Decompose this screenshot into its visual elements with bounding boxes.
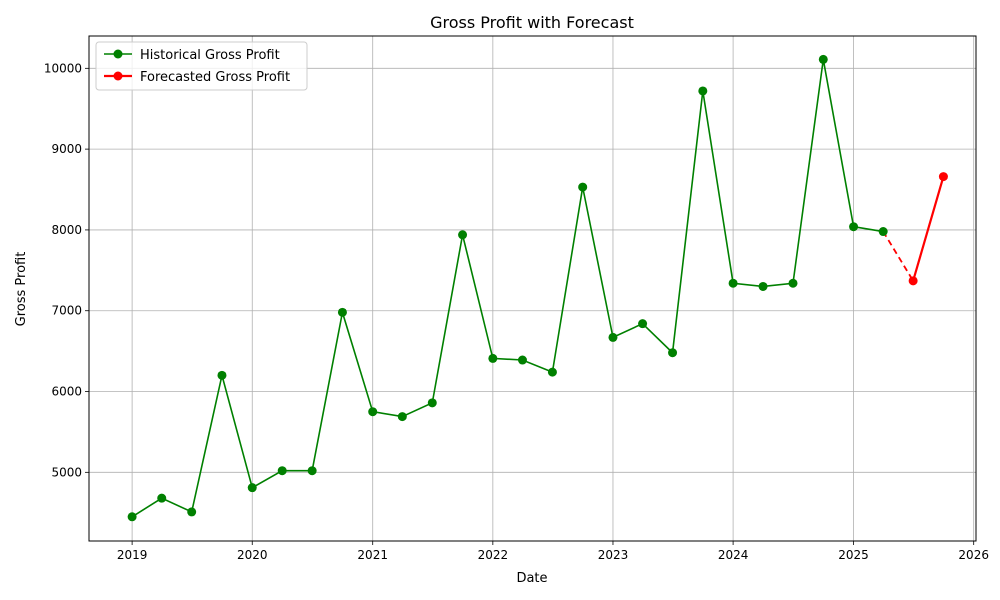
series-layer: [127, 54, 948, 522]
legend: Historical Gross Profit Forecasted Gross…: [95, 41, 308, 91]
x-tick-label: 2026: [958, 548, 989, 562]
data-point-historical: [788, 278, 798, 288]
data-point-forecast: [908, 276, 918, 286]
y-tick-label: 8000: [51, 223, 82, 237]
data-point-historical: [307, 466, 317, 476]
x-tick-label: 2025: [838, 548, 869, 562]
legend-box: [95, 41, 308, 91]
series-line-forecast: [912, 176, 945, 282]
data-point-historical: [608, 332, 618, 342]
data-point-historical: [517, 355, 527, 365]
data-point-historical: [698, 86, 708, 96]
x-tick-label: 2024: [718, 548, 749, 562]
x-tick-label: 2020: [237, 548, 268, 562]
data-point-historical: [547, 367, 557, 377]
data-point-historical: [458, 230, 468, 240]
x-tick-label: 2021: [357, 548, 388, 562]
y-axis-label: Gross Profit: [14, 252, 29, 327]
legend-label-historical: Historical Gross Profit: [140, 48, 280, 63]
y-tick-label: 10000: [44, 61, 82, 75]
data-point-historical: [397, 412, 407, 422]
x-axis-label: Date: [516, 571, 547, 586]
data-point-historical: [578, 182, 588, 192]
legend-marker-historical: [113, 49, 123, 59]
x-axis: 2019 2020 2021 2022 2023 2024 2025 2026: [117, 541, 989, 562]
data-point-historical: [368, 407, 378, 417]
data-point-historical: [247, 483, 257, 493]
data-point-historical: [277, 466, 287, 476]
data-point-historical: [849, 222, 859, 232]
data-point-historical: [728, 278, 738, 288]
data-point-historical: [758, 281, 768, 291]
y-tick-label: 7000: [51, 304, 82, 318]
x-tick-label: 2019: [117, 548, 148, 562]
y-axis: 5000 6000 7000 8000 9000 10000: [44, 61, 89, 479]
plot-frame: [88, 35, 977, 542]
plot-area: [89, 36, 976, 541]
series-line-historical: [131, 59, 884, 518]
data-point-historical: [157, 493, 167, 503]
grid: [89, 36, 976, 541]
data-point-historical: [337, 307, 347, 317]
data-point-historical: [217, 370, 227, 380]
data-point-historical: [878, 227, 888, 237]
x-tick-label: 2023: [598, 548, 629, 562]
data-point-forecast: [938, 172, 948, 182]
data-point-historical: [668, 348, 678, 358]
data-point-historical: [638, 319, 648, 329]
y-tick-label: 6000: [51, 385, 82, 399]
data-point-historical: [127, 512, 137, 522]
chart-title: Gross Profit with Forecast: [430, 13, 634, 32]
data-point-historical: [488, 353, 498, 363]
y-tick-label: 5000: [51, 465, 82, 479]
data-point-historical: [818, 54, 828, 64]
y-tick-label: 9000: [51, 142, 82, 156]
legend-label-forecast: Forecasted Gross Profit: [140, 70, 290, 85]
data-point-historical: [187, 507, 197, 517]
legend-marker-forecast: [113, 71, 123, 81]
x-tick-label: 2022: [478, 548, 509, 562]
data-point-historical: [427, 398, 437, 408]
